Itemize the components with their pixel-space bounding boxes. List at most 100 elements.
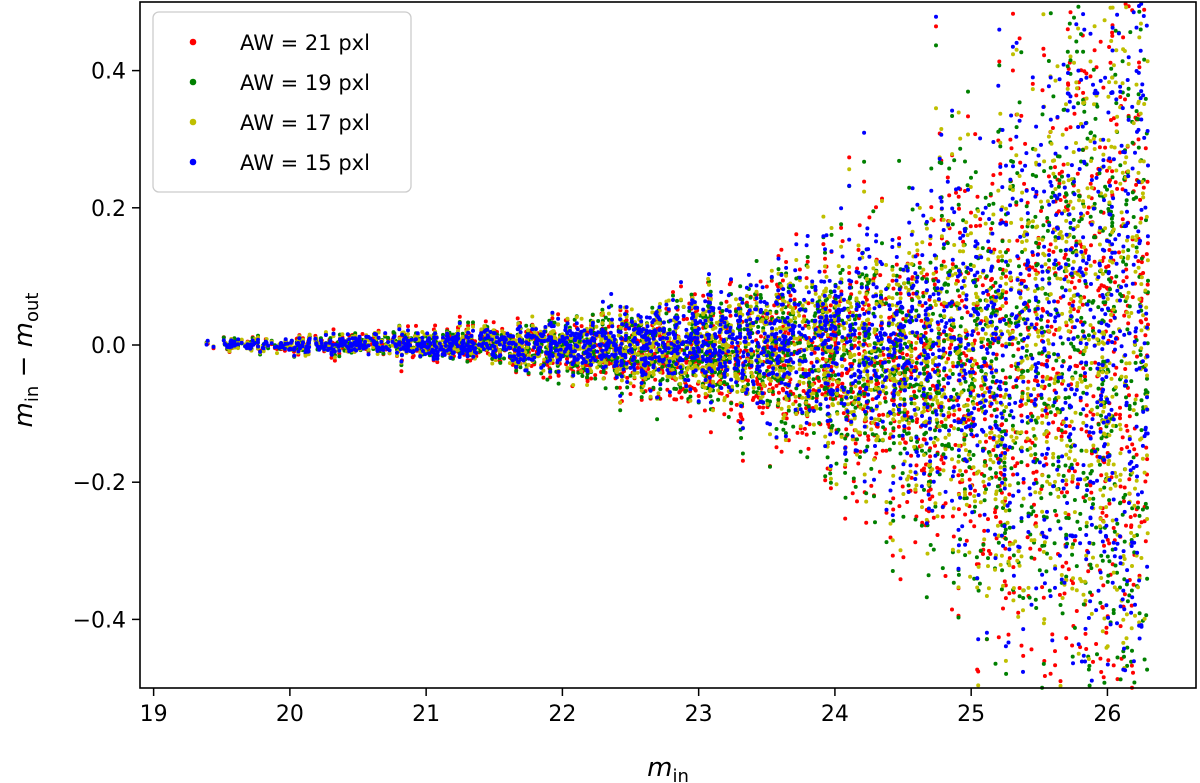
data-point: [1109, 429, 1114, 433]
data-point: [671, 293, 675, 298]
data-point: [1002, 579, 1007, 584]
data-point: [871, 209, 876, 214]
data-point: [1101, 300, 1106, 305]
data-point: [1123, 367, 1128, 371]
data-point: [1061, 162, 1066, 167]
data-point: [1011, 353, 1016, 358]
data-point: [331, 327, 336, 332]
data-point: [1080, 329, 1085, 334]
data-point: [984, 439, 988, 444]
data-point: [941, 246, 946, 251]
data-point: [891, 286, 896, 291]
data-point: [853, 441, 858, 446]
data-point: [1072, 625, 1077, 630]
data-point: [1066, 257, 1071, 262]
data-point: [955, 288, 960, 293]
data-point: [1129, 525, 1134, 529]
data-point: [972, 524, 977, 529]
data-point: [1134, 109, 1139, 114]
data-point: [1131, 215, 1136, 219]
data-point: [914, 420, 919, 425]
data-point: [1063, 396, 1068, 400]
data-point: [1046, 474, 1051, 479]
data-point: [1043, 291, 1048, 296]
data-point: [909, 343, 913, 348]
data-point: [655, 417, 660, 422]
data-point: [1118, 624, 1123, 629]
data-point: [1000, 368, 1005, 373]
data-point: [872, 363, 877, 368]
data-point: [1033, 268, 1038, 273]
data-point: [1074, 609, 1079, 613]
data-point: [963, 512, 968, 517]
data-point: [1040, 88, 1045, 93]
data-point: [1071, 235, 1076, 240]
data-point: [792, 297, 797, 302]
data-point: [1101, 255, 1106, 260]
data-point: [956, 507, 961, 512]
data-point: [696, 394, 701, 398]
data-point: [1068, 438, 1073, 443]
data-point: [866, 303, 871, 308]
data-point: [774, 309, 779, 314]
data-point: [1105, 187, 1109, 192]
data-point: [822, 387, 827, 392]
data-point: [970, 381, 974, 386]
data-point: [1074, 564, 1079, 569]
data-point: [1139, 520, 1144, 525]
data-point: [1048, 671, 1053, 676]
data-point: [807, 380, 812, 385]
data-point: [580, 374, 585, 378]
data-point: [866, 280, 871, 285]
data-point: [1072, 285, 1077, 290]
data-point: [685, 316, 689, 321]
data-point: [739, 436, 744, 440]
data-point: [891, 464, 896, 469]
data-point: [681, 317, 686, 322]
data-point: [1127, 414, 1132, 419]
data-point: [1000, 258, 1005, 263]
data-point: [625, 375, 630, 380]
data-point: [1078, 411, 1083, 416]
data-point: [1067, 468, 1071, 473]
data-point: [1039, 496, 1044, 501]
data-point: [665, 378, 670, 383]
data-point: [1114, 274, 1119, 279]
data-point: [927, 448, 932, 453]
data-point: [1101, 583, 1106, 588]
data-point: [826, 422, 831, 426]
data-point: [1145, 282, 1150, 287]
data-point: [1126, 248, 1131, 253]
data-point: [1141, 271, 1146, 275]
data-point: [990, 276, 994, 281]
data-point: [935, 391, 940, 396]
data-point: [870, 397, 875, 402]
data-point: [1120, 435, 1125, 440]
data-point: [406, 324, 410, 329]
data-point: [1007, 591, 1012, 596]
data-point: [1123, 97, 1127, 102]
data-point: [857, 331, 862, 336]
data-point: [1143, 333, 1148, 338]
data-point: [929, 166, 934, 171]
data-point: [1106, 658, 1111, 663]
data-point: [811, 377, 816, 382]
data-point: [988, 466, 993, 471]
data-point: [1122, 499, 1126, 504]
data-point: [1017, 586, 1022, 590]
data-point: [928, 543, 933, 547]
data-point: [1016, 610, 1021, 615]
data-point: [1029, 555, 1034, 560]
data-point: [1088, 471, 1093, 476]
data-point: [1034, 240, 1039, 245]
data-point: [994, 352, 999, 357]
data-point: [761, 405, 766, 410]
data-point: [1020, 370, 1025, 374]
data-point: [1107, 559, 1112, 564]
data-point: [1017, 594, 1022, 599]
data-point: [1046, 59, 1051, 63]
data-point: [797, 267, 802, 272]
data-point: [1122, 539, 1127, 544]
data-point: [1041, 46, 1046, 51]
data-point: [740, 451, 745, 456]
